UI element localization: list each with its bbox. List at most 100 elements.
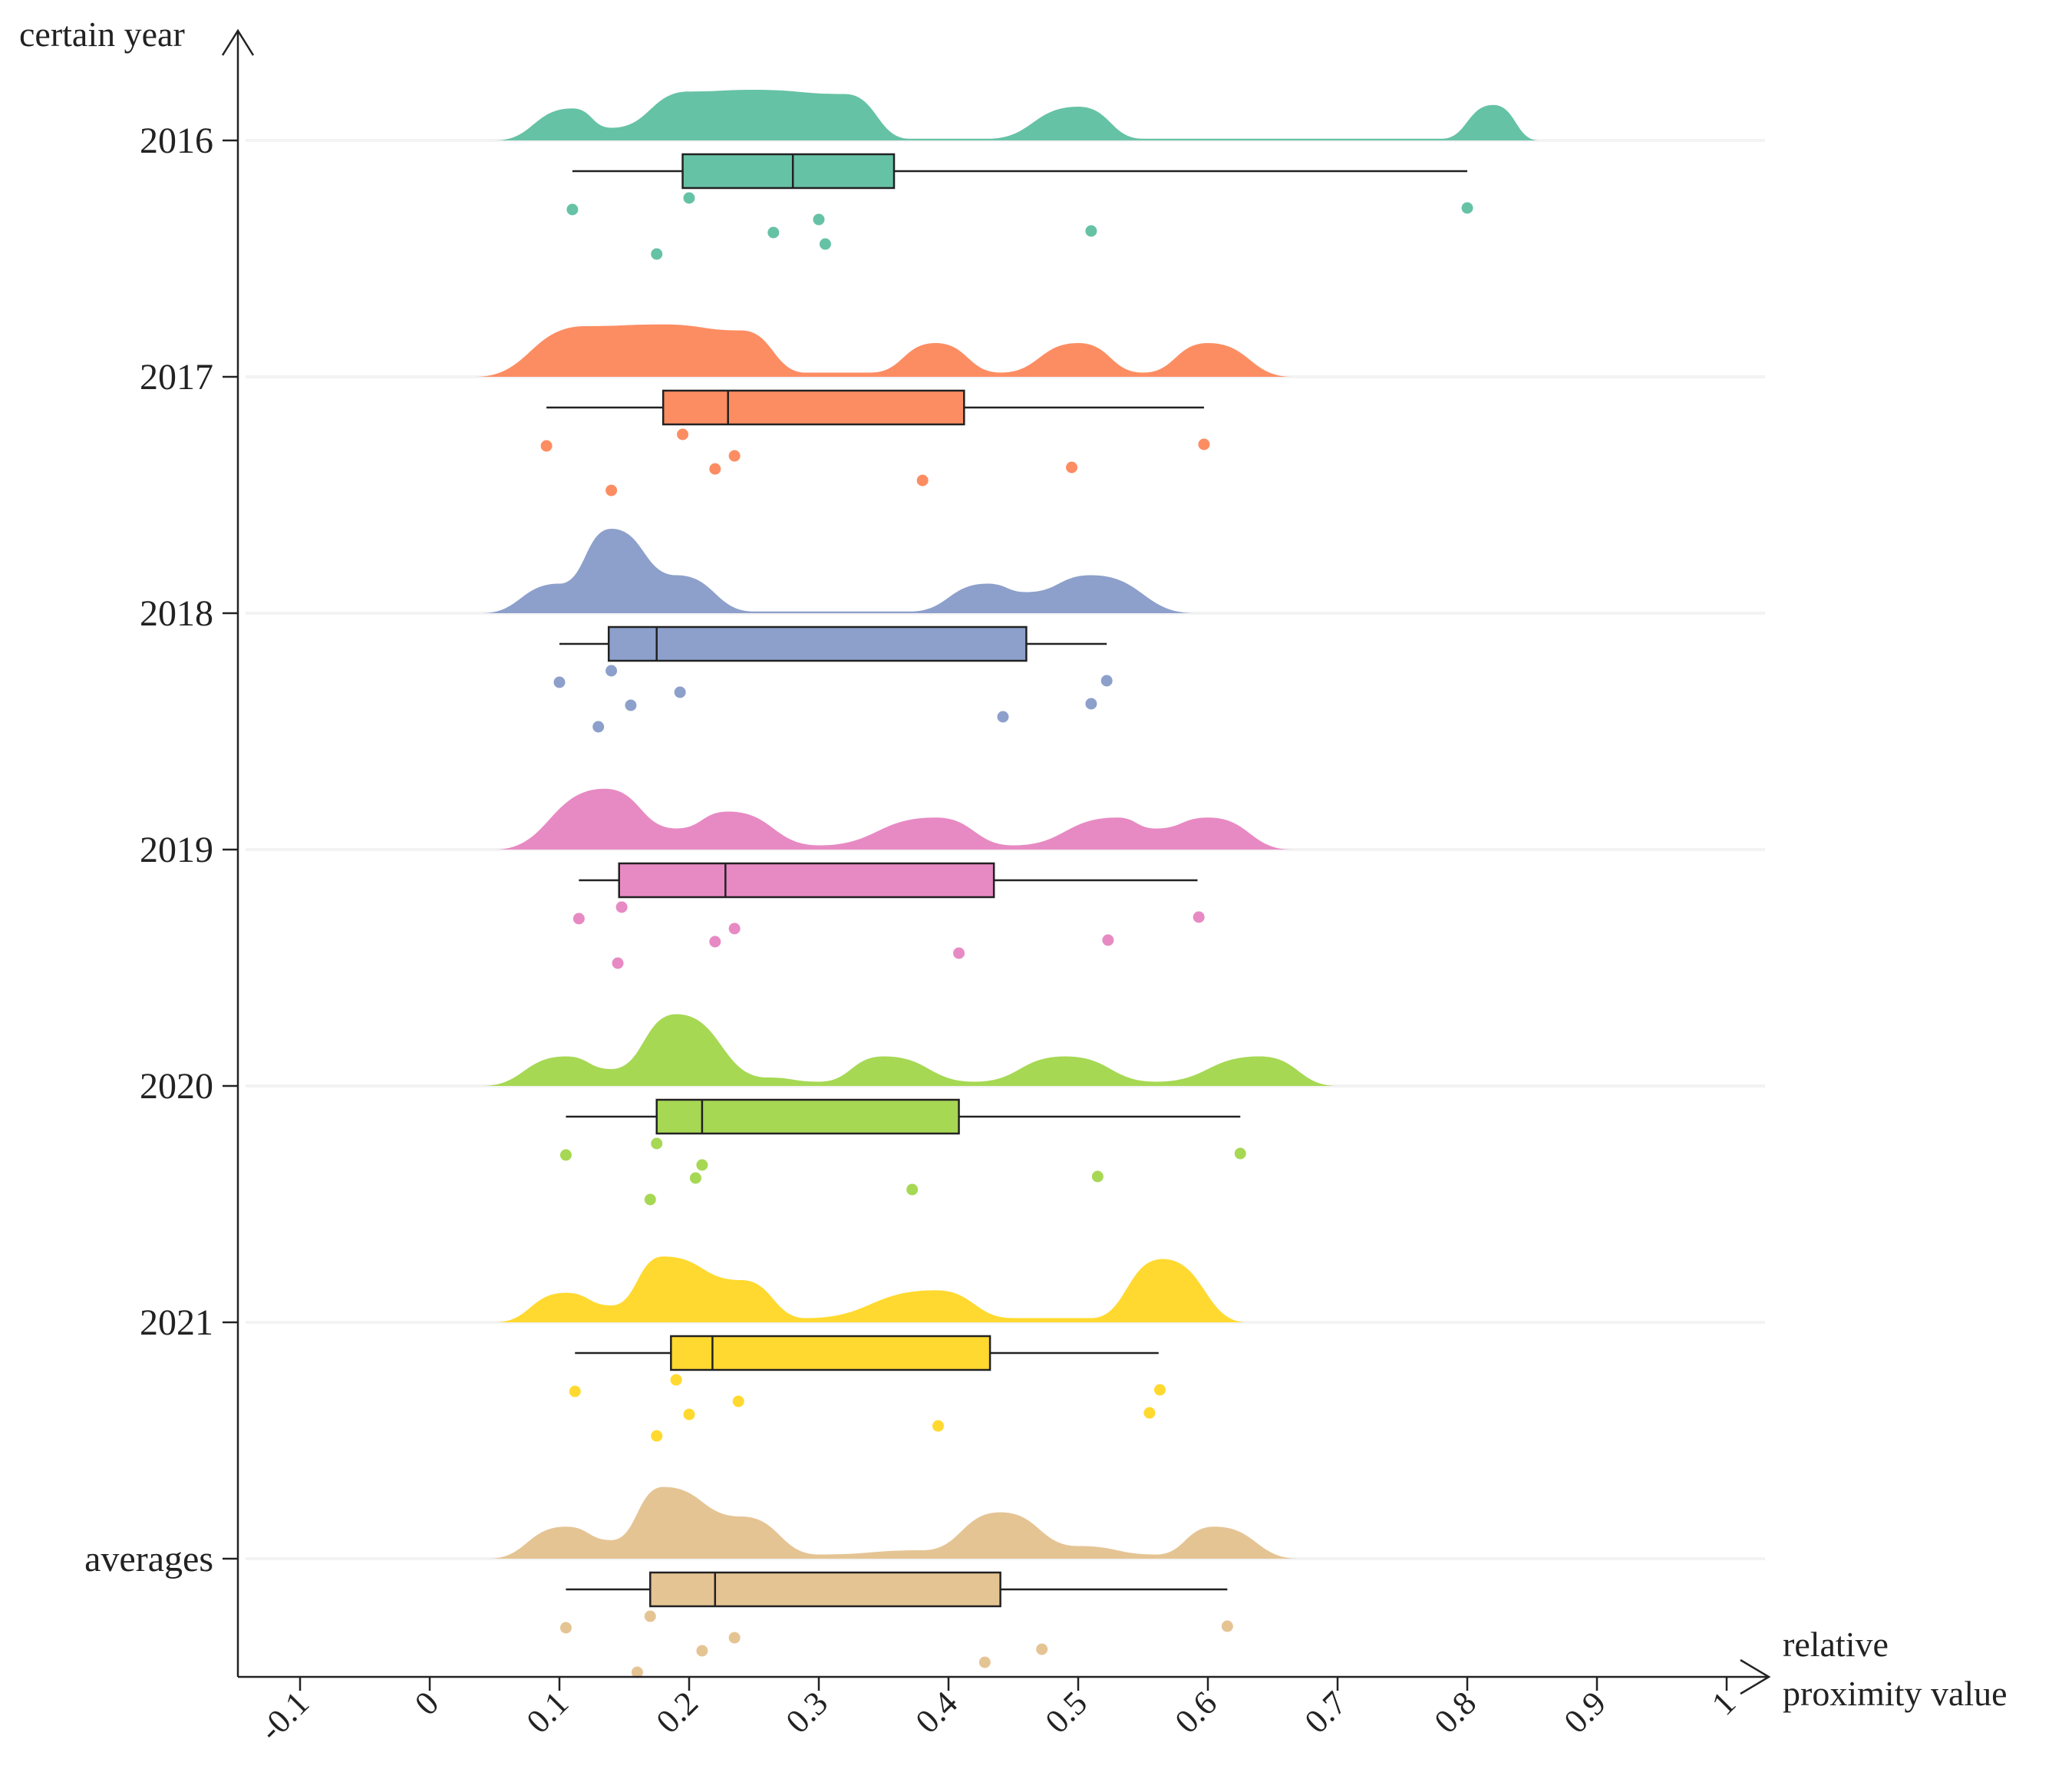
data-point [906,1183,919,1196]
data-point [625,699,637,711]
y-tick-label: averages [84,1539,213,1579]
x-tick-label: 0.4 [909,1684,965,1741]
data-point [683,1408,695,1421]
data-point [1091,1170,1104,1183]
density-cloud [488,1487,1299,1559]
data-point [1198,438,1210,450]
x-axis-title-line-1: relative [1783,1625,1889,1664]
data-point [978,1656,991,1668]
data-point [1036,1643,1048,1655]
series-2021 [246,1256,1765,1442]
y-tick-label: 2016 [140,120,213,161]
y-tick-label: 2019 [140,830,213,870]
y-tick-label: 2020 [140,1066,213,1107]
x-tick-label: 0.1 [520,1684,576,1741]
series-2017 [246,324,1765,497]
density-cloud [494,1256,1247,1322]
box [649,1571,1001,1608]
series-averages [246,1487,1765,1678]
series-2019 [246,788,1765,969]
x-tick-label: 0.7 [1298,1684,1354,1741]
data-point [651,1137,663,1150]
x-tick-label: 0.5 [1038,1684,1095,1741]
data-point [1221,1620,1233,1632]
data-point [709,463,721,475]
data-point [569,1385,581,1398]
data-point [605,484,618,497]
data-point [1461,202,1473,214]
data-point [728,450,741,462]
x-tick-label: 0.3 [779,1684,836,1741]
box [670,1335,991,1371]
data-point [670,1374,682,1386]
x-tick-label: 0.8 [1427,1684,1484,1741]
data-point [644,1610,656,1622]
data-point [1234,1147,1246,1160]
box [681,153,896,190]
y-tick-label: 2018 [140,593,213,634]
data-point [813,213,825,226]
data-point [732,1395,744,1408]
box [655,1098,960,1135]
density-cloud [494,90,1539,140]
density-cloud [481,1014,1338,1086]
data-point [674,686,686,698]
x-tick-label: -0.1 [252,1684,316,1748]
data-point [767,226,780,239]
data-point [683,192,695,204]
data-point [651,248,663,260]
data-point [1100,675,1113,687]
x-axis-arrow-icon [1740,1658,1771,1695]
data-point [689,1172,701,1184]
data-point [696,1159,708,1171]
data-point [709,936,721,948]
data-point [728,922,741,935]
series-2016 [246,90,1765,260]
series-2020 [246,1014,1765,1206]
data-point [696,1645,708,1657]
y-tick-label: 2017 [140,357,213,398]
box [618,862,995,899]
data-point [1153,1384,1166,1396]
data-point [553,676,566,688]
data-point [1085,698,1097,710]
x-axis-title-line-2: proximity value [1783,1674,2008,1713]
x-tick-label: 0.2 [649,1684,706,1741]
y-axis-title: certain year [19,15,185,54]
series-2018 [246,529,1765,733]
data-point [953,947,965,959]
data-point [819,238,831,250]
x-tick-label: 0 [407,1684,446,1722]
data-point [540,440,553,452]
x-tick-label: 0.9 [1557,1684,1614,1741]
axes: certain year relative proximity value [19,15,2008,1713]
x-ticks: -0.1 0 0.1 0.2 0.3 0.4 0.5 0.6 0.7 0.8 0.9 1 [252,1677,1743,1748]
data-point [651,1430,663,1442]
box [661,389,965,426]
data-point [1085,225,1097,237]
data-point [612,957,624,969]
data-point [1143,1407,1156,1419]
data-point [631,1666,643,1678]
data-point [932,1420,944,1432]
y-tick-label: 2021 [140,1302,213,1343]
data-point [1102,934,1114,946]
data-point [559,1149,572,1161]
data-point [572,913,585,925]
data-point [677,428,689,441]
data-point [605,665,618,677]
data-point [997,711,1009,723]
data-point [728,1632,741,1644]
y-axis-arrow-icon [221,28,255,56]
density-cloud [481,529,1196,613]
data-point [644,1193,656,1206]
density-cloud [475,324,1292,377]
data-point [592,721,605,733]
box [607,625,1028,662]
data-point [615,901,628,913]
data-point [916,474,929,487]
data-point [1066,461,1078,474]
series-layer [246,90,1765,1678]
data-point [1193,911,1205,923]
